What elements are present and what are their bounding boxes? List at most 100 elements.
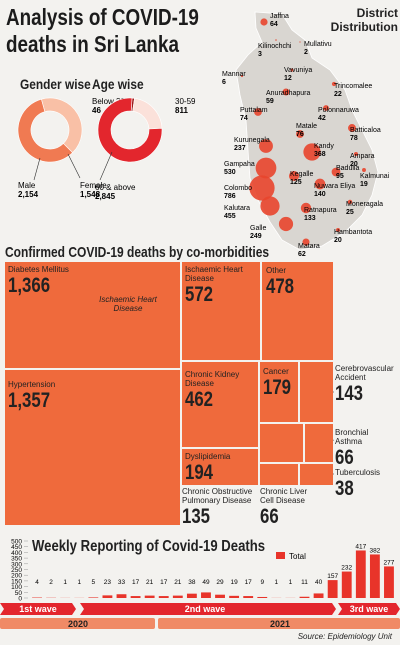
bar-label: 277: [384, 559, 395, 566]
treemap-label: Ischaemic Heart Disease: [185, 265, 243, 283]
treemap-label: Cerebrovascular Accident: [335, 364, 394, 382]
y-tick-label: 450: [11, 544, 22, 551]
bar: [369, 554, 380, 598]
bar: [327, 580, 338, 598]
district-name: Puttalam: [240, 107, 268, 114]
district-bubble: [278, 216, 294, 232]
treemap-cell: Diabetes Mellitus 1,366: [5, 262, 180, 368]
bar-label: 232: [341, 565, 352, 572]
bar-label: 5: [92, 579, 96, 586]
district-bubble: [335, 227, 341, 233]
district-name: Kurunegala: [234, 137, 270, 144]
district-name: Matara: [298, 243, 320, 250]
year-band: [0, 618, 155, 629]
bar-label: 19: [230, 579, 238, 586]
district-value: 140: [314, 191, 326, 198]
district-bubble: [331, 81, 337, 87]
district-bubble: [255, 157, 277, 179]
treemap-cell: Dyslipidemia 194: [182, 449, 258, 485]
bar-label: 1: [275, 579, 279, 586]
bar: [215, 594, 225, 598]
district-name: Gampaha: [224, 161, 255, 168]
bar-label: 21: [146, 579, 154, 586]
treemap-cell: Ischaemic Heart Disease 572: [182, 262, 260, 360]
bar: [88, 597, 99, 598]
district-name: Mannar: [222, 71, 246, 78]
treemap-value: 194: [185, 461, 214, 484]
treemap-annotation: Ischaemic Heart Disease: [99, 295, 157, 313]
district-value: 22: [334, 91, 342, 98]
donut-slice: [41, 97, 83, 154]
treemap-label: Chronic Liver Cell Disease: [260, 487, 308, 505]
slice-value: 811: [175, 106, 188, 115]
bar-label: 2: [49, 579, 53, 586]
bar-label: 1: [77, 579, 81, 586]
treemap-value: 1,357: [8, 389, 51, 412]
source: Source: Epidemiology Unit: [297, 632, 392, 641]
slice-value: 46: [92, 106, 101, 115]
bar-label: 1: [63, 579, 67, 586]
y-tick-label: 300: [11, 561, 22, 568]
bar-label: 417: [355, 543, 366, 550]
district-bubble: [303, 143, 321, 161]
bar-label: 9: [260, 579, 264, 586]
district-bubble: [275, 39, 277, 41]
slice-label: 30-59: [175, 97, 196, 106]
bar: [257, 596, 268, 598]
district-bubble: [290, 68, 294, 72]
y-tick-label: 150: [11, 578, 22, 585]
district-value: 78: [350, 135, 358, 142]
treemap-label: Hypertension: [8, 380, 56, 389]
district-name: Jaffna: [270, 13, 289, 20]
leader-line: [33, 157, 41, 181]
treemap-value: 135: [182, 505, 211, 528]
bar: [355, 550, 366, 598]
treemap-cell: [260, 464, 298, 485]
district-bubble: [299, 41, 301, 43]
bar: [172, 595, 183, 598]
treemap-label: Chronic Kidney Disease: [185, 370, 240, 388]
district-bubble: [249, 175, 275, 201]
district-value: 20: [350, 161, 358, 168]
district-name: Matale: [296, 123, 317, 130]
bar: [201, 592, 211, 598]
bar: [158, 596, 169, 598]
bar: [130, 596, 141, 598]
district-name: Mullativu: [304, 41, 332, 48]
district-value: 237: [234, 145, 246, 152]
year-band: [158, 618, 400, 629]
district-bubble: [288, 170, 300, 182]
district-bubble: [240, 74, 244, 78]
slice-label: 60 & above: [95, 183, 136, 192]
bar-label: 29: [216, 579, 224, 586]
district-value: 95: [336, 173, 344, 180]
treemap-value: 1,366: [8, 274, 51, 297]
district-value: 133: [304, 215, 316, 222]
district-name: Moneragala: [346, 201, 383, 208]
district-name: Ampara: [350, 153, 375, 160]
legend-label: Total: [289, 552, 306, 561]
treemap-title: Confirmed COVID-19 deaths by co-morbidit…: [5, 244, 270, 261]
wave-band: [0, 603, 76, 615]
gender-title: Gender wise: [20, 76, 91, 92]
slice-label: Female: [80, 181, 107, 190]
bar: [299, 596, 310, 598]
slice-value: 2,154: [18, 190, 39, 199]
treemap-cell: Hypertension 1,357: [5, 370, 180, 525]
district-value: 42: [318, 115, 326, 122]
district-bubble: [331, 167, 341, 177]
bar: [341, 571, 352, 598]
district-value: 19: [360, 181, 368, 188]
district-name: Badulla: [336, 165, 359, 172]
y-tick-label: 350: [11, 556, 22, 563]
treemap-value: 66: [260, 505, 279, 528]
district-name: Anuradhapura: [266, 90, 310, 97]
district-name: Batticaloa: [350, 127, 381, 134]
district-bubble: [348, 124, 356, 132]
district-bubble: [362, 168, 366, 172]
treemap-value: 143: [335, 382, 364, 405]
treemap-cell: [260, 424, 303, 462]
leader-line: [99, 151, 113, 181]
y-tick-label: 200: [11, 573, 22, 580]
bar: [144, 595, 155, 598]
